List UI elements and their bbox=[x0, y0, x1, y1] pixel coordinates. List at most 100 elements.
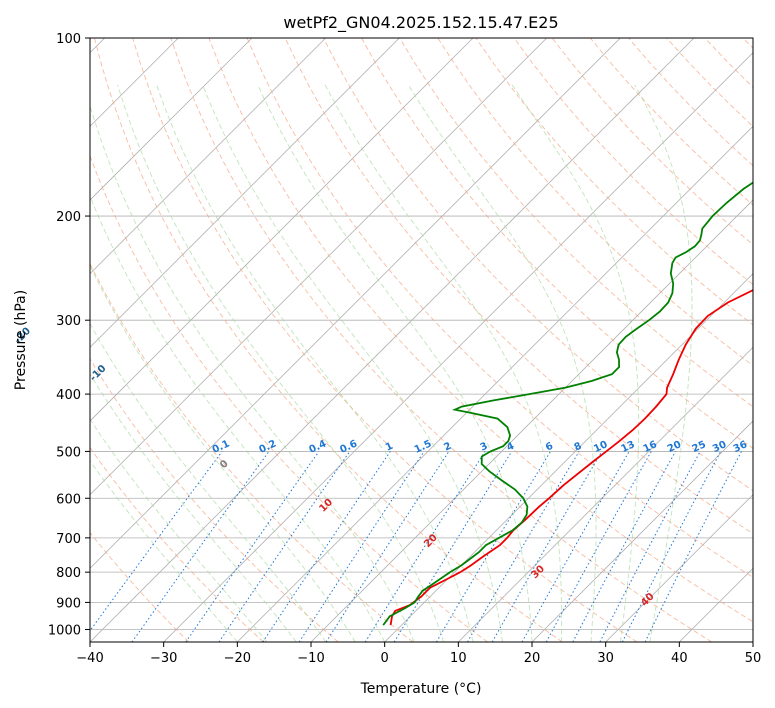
mixing-ratio-line bbox=[325, 451, 450, 642]
isotherm-line bbox=[605, 494, 753, 642]
y-tick-label: 400 bbox=[56, 388, 81, 403]
y-tick-label: 1000 bbox=[48, 623, 81, 638]
mixing-ratio-line bbox=[90, 451, 223, 632]
y-tick-label: 600 bbox=[56, 492, 81, 507]
isotherm-line bbox=[90, 38, 253, 201]
dry-adiabat-line bbox=[437, 38, 753, 367]
mixing-ratio-line bbox=[131, 451, 270, 642]
moist-adiabat-line bbox=[257, 84, 533, 642]
mixing-ratio-line bbox=[262, 451, 391, 642]
mixing-ratio-label: 6 bbox=[544, 441, 555, 454]
profile-series-line bbox=[389, 289, 753, 626]
plot-frame bbox=[89, 37, 754, 643]
mixing-ratio-label: 1 bbox=[384, 441, 395, 454]
isotherm-line bbox=[90, 38, 695, 642]
dry-adiabat-line bbox=[399, 38, 753, 408]
y-tick-label: 100 bbox=[56, 32, 81, 47]
mixing-ratio-line bbox=[393, 451, 513, 642]
y-axis-label: Pressure (hPa) bbox=[13, 290, 29, 390]
mixing-ratio-label: 36 bbox=[732, 439, 749, 455]
dry-adiabat-line bbox=[246, 38, 753, 578]
x-tick-label: 30 bbox=[597, 651, 614, 666]
mixing-ratio-label: 8 bbox=[573, 441, 584, 454]
x-tick-label: 0 bbox=[381, 651, 389, 666]
x-tick-label: 50 bbox=[745, 651, 762, 666]
dry-adiabat-line bbox=[513, 38, 753, 286]
moist-adiabat-line bbox=[407, 84, 597, 642]
mixing-ratio-label: 10 bbox=[592, 439, 609, 455]
mixing-ratio-line bbox=[545, 451, 652, 642]
moist-adiabat-line bbox=[90, 459, 238, 642]
mixing-ratio-label: 4 bbox=[505, 441, 516, 454]
mixing-ratio-label: 30 bbox=[711, 439, 728, 455]
moist-adiabat-line bbox=[90, 373, 297, 642]
mixing-ratio-label: 13 bbox=[619, 439, 636, 455]
mixing-ratio-line bbox=[521, 451, 630, 642]
mixing-ratio-line bbox=[218, 451, 351, 642]
y-tick-label: 800 bbox=[56, 566, 81, 581]
moist-adiabat-line bbox=[634, 84, 693, 642]
dry-adiabat-line bbox=[90, 531, 190, 642]
mixing-ratio-label: 25 bbox=[691, 439, 708, 455]
y-tick-label: 900 bbox=[56, 596, 81, 611]
moist-adiabat-line bbox=[90, 322, 327, 642]
x-tick-label: −30 bbox=[150, 651, 177, 666]
moist-adiabat-line bbox=[117, 84, 445, 642]
dry-adiabat-line bbox=[90, 446, 264, 642]
mixing-ratio-label: 20 bbox=[666, 439, 683, 455]
moist-adiabat-line bbox=[156, 84, 474, 642]
isotherm-line bbox=[531, 420, 753, 642]
isotherm-line bbox=[90, 38, 621, 569]
x-tick-label: −20 bbox=[224, 651, 251, 666]
moist-adiabat-line bbox=[90, 418, 268, 642]
isotherm-line bbox=[90, 38, 400, 348]
moist-adiabat-line bbox=[90, 264, 356, 642]
mixing-ratio-label: 2 bbox=[442, 441, 453, 454]
plot-background bbox=[90, 38, 753, 642]
moist-adiabat-line bbox=[90, 104, 415, 642]
background-lines bbox=[90, 38, 753, 642]
x-tick-label: 40 bbox=[671, 651, 688, 666]
mixing-ratio-label: 3 bbox=[479, 441, 490, 454]
y-axis-ticks: 100 200 300 400 500 600 700 800 900 1000 bbox=[48, 32, 90, 638]
isotherm-line bbox=[90, 38, 547, 496]
dry-adiabat-line bbox=[90, 154, 488, 642]
mixing-ratio-label: 16 bbox=[642, 439, 659, 455]
x-axis-ticks: −40 −30 −20 −10 0 10 20 30 40 50 bbox=[76, 642, 761, 666]
isotherm-line bbox=[237, 125, 753, 642]
x-axis-label: Temperature (°C) bbox=[360, 681, 482, 697]
profile-series-line bbox=[382, 181, 753, 626]
moist-adiabat-line bbox=[324, 84, 563, 642]
x-tick-label: 20 bbox=[524, 651, 541, 666]
profile-lines bbox=[382, 181, 753, 626]
x-tick-label: −10 bbox=[297, 651, 324, 666]
chart-title: wetPf2_GN04.2025.152.15.47.E25 bbox=[283, 13, 558, 33]
isotherm-line bbox=[163, 52, 753, 642]
mixing-ratio-line bbox=[185, 451, 320, 642]
dry-adiabat-line bbox=[90, 357, 339, 642]
isotherm-line bbox=[384, 273, 753, 642]
dry-adiabat-line bbox=[208, 38, 753, 623]
mixing-ratio-line bbox=[298, 451, 425, 642]
dry-adiabat-line bbox=[323, 38, 753, 492]
mixing-ratio-line bbox=[644, 451, 742, 642]
dry-adiabat-line bbox=[90, 262, 414, 642]
y-tick-label: 200 bbox=[56, 210, 81, 225]
isotherm-line bbox=[90, 38, 474, 422]
y-tick-label: 700 bbox=[56, 532, 81, 547]
dry-adiabat-line bbox=[132, 38, 638, 642]
mixing-ratio-line bbox=[621, 451, 722, 642]
y-tick-label: 300 bbox=[56, 314, 81, 329]
x-tick-label: 10 bbox=[450, 651, 467, 666]
moist-adiabat-line bbox=[202, 84, 503, 642]
dry-adiabat-line bbox=[94, 38, 563, 642]
isotherm-line bbox=[90, 38, 326, 275]
dry-adiabat-line bbox=[361, 38, 753, 449]
dry-adiabat-line bbox=[284, 38, 753, 535]
dry-adiabat-line bbox=[170, 38, 712, 642]
isotherm-line bbox=[752, 641, 753, 642]
mixing-ratio-line bbox=[572, 451, 676, 642]
moist-adiabat-line bbox=[511, 84, 640, 642]
x-tick-label: −40 bbox=[76, 651, 103, 666]
